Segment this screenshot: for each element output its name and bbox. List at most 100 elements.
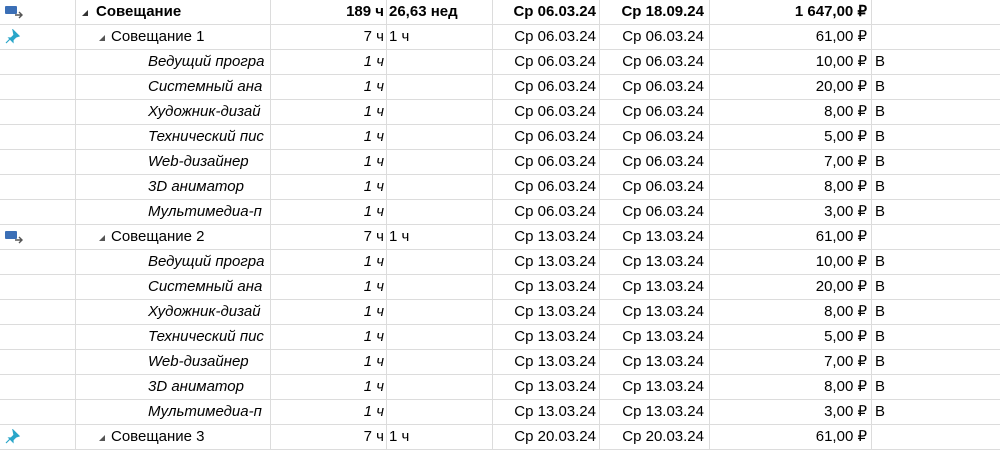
start-cell[interactable]: Ср 13.03.24: [493, 400, 600, 424]
finish-cell[interactable]: Ср 13.03.24: [600, 400, 710, 424]
collapse-triangle-icon[interactable]: [99, 435, 105, 441]
duration-cell[interactable]: 1 ч: [386, 225, 493, 249]
duration-cell[interactable]: [386, 175, 493, 199]
start-cell[interactable]: Ср 13.03.24: [493, 350, 600, 374]
start-cell[interactable]: Ср 06.03.24: [493, 0, 600, 24]
task-name-cell[interactable]: Системный ана: [76, 75, 271, 99]
cost-cell[interactable]: 5,00 ₽: [710, 325, 871, 349]
details-cell[interactable]: В: [871, 50, 1000, 74]
duration-cell[interactable]: [386, 275, 493, 299]
start-cell[interactable]: Ср 13.03.24: [493, 225, 600, 249]
finish-cell[interactable]: Ср 06.03.24: [600, 75, 710, 99]
cost-cell[interactable]: 61,00 ₽: [710, 25, 871, 49]
details-cell[interactable]: [871, 25, 1000, 49]
task-row[interactable]: Совещание 2 7 ч 1 ч Ср 13.03.24 Ср 13.03.24 6…: [0, 225, 1000, 250]
details-cell[interactable]: [871, 0, 1000, 24]
finish-cell[interactable]: Ср 18.09.24: [600, 0, 710, 24]
resource-row[interactable]: Технический пис 1 ч Ср 06.03.24 Ср 06.03.24…: [0, 125, 1000, 150]
resource-row[interactable]: Художник-дизай 1 ч Ср 13.03.24 Ср 13.03.24 8…: [0, 300, 1000, 325]
task-name-cell[interactable]: Совещание 1: [76, 25, 271, 49]
collapse-triangle-icon[interactable]: [99, 35, 105, 41]
resource-row[interactable]: Технический пис 1 ч Ср 13.03.24 Ср 13.03.24…: [0, 325, 1000, 350]
duration-cell[interactable]: [386, 400, 493, 424]
finish-cell[interactable]: Ср 13.03.24: [600, 375, 710, 399]
task-name-cell[interactable]: Совещание: [76, 0, 271, 24]
work-cell[interactable]: 1 ч: [271, 125, 386, 149]
task-name-cell[interactable]: Художник-дизай: [76, 300, 271, 324]
work-cell[interactable]: 189 ч: [271, 0, 386, 24]
duration-cell[interactable]: [386, 375, 493, 399]
task-name-cell[interactable]: 3D аниматор: [76, 375, 271, 399]
task-name-cell[interactable]: 3D аниматор: [76, 175, 271, 199]
duration-cell[interactable]: 1 ч: [386, 25, 493, 49]
details-cell[interactable]: В: [871, 250, 1000, 274]
cost-cell[interactable]: 5,00 ₽: [710, 125, 871, 149]
start-cell[interactable]: Ср 06.03.24: [493, 175, 600, 199]
resource-row[interactable]: Мультимедиа-п 1 ч Ср 13.03.24 Ср 13.03.24 3,…: [0, 400, 1000, 425]
start-cell[interactable]: Ср 06.03.24: [493, 150, 600, 174]
cost-cell[interactable]: 1 647,00 ₽: [710, 0, 871, 24]
work-cell[interactable]: 7 ч: [271, 425, 386, 449]
resource-row[interactable]: Web-дизайнер 1 ч Ср 06.03.24 Ср 06.03.24 7,0…: [0, 150, 1000, 175]
cost-cell[interactable]: 8,00 ₽: [710, 100, 871, 124]
task-name-cell[interactable]: Системный ана: [76, 275, 271, 299]
duration-cell[interactable]: [386, 325, 493, 349]
cost-cell[interactable]: 20,00 ₽: [710, 275, 871, 299]
task-name-cell[interactable]: Ведущий програ: [76, 50, 271, 74]
details-cell[interactable]: В: [871, 75, 1000, 99]
start-cell[interactable]: Ср 06.03.24: [493, 100, 600, 124]
details-cell[interactable]: [871, 225, 1000, 249]
task-name-cell[interactable]: Совещание 3: [76, 425, 271, 449]
details-cell[interactable]: В: [871, 200, 1000, 224]
resource-row[interactable]: Web-дизайнер 1 ч Ср 13.03.24 Ср 13.03.24 7,0…: [0, 350, 1000, 375]
work-cell[interactable]: 1 ч: [271, 300, 386, 324]
collapse-triangle-icon[interactable]: [82, 10, 88, 16]
work-cell[interactable]: 7 ч: [271, 25, 386, 49]
finish-cell[interactable]: Ср 13.03.24: [600, 250, 710, 274]
resource-row[interactable]: Системный ана 1 ч Ср 13.03.24 Ср 13.03.24 20…: [0, 275, 1000, 300]
start-cell[interactable]: Ср 06.03.24: [493, 125, 600, 149]
summary-task-row[interactable]: Совещание 189 ч 26,63 нед Ср 06.03.24 Ср 18.…: [0, 0, 1000, 25]
resource-row[interactable]: Художник-дизай 1 ч Ср 06.03.24 Ср 06.03.24 8…: [0, 100, 1000, 125]
cost-cell[interactable]: 61,00 ₽: [710, 425, 871, 449]
cost-cell[interactable]: 7,00 ₽: [710, 150, 871, 174]
work-cell[interactable]: 1 ч: [271, 75, 386, 99]
finish-cell[interactable]: Ср 06.03.24: [600, 200, 710, 224]
resource-row[interactable]: Мультимедиа-п 1 ч Ср 06.03.24 Ср 06.03.24 3,…: [0, 200, 1000, 225]
start-cell[interactable]: Ср 13.03.24: [493, 300, 600, 324]
details-cell[interactable]: В: [871, 175, 1000, 199]
work-cell[interactable]: 1 ч: [271, 200, 386, 224]
work-cell[interactable]: 1 ч: [271, 325, 386, 349]
start-cell[interactable]: Ср 13.03.24: [493, 275, 600, 299]
details-cell[interactable]: В: [871, 125, 1000, 149]
resource-row[interactable]: Ведущий програ 1 ч Ср 13.03.24 Ср 13.03.24 1…: [0, 250, 1000, 275]
finish-cell[interactable]: Ср 06.03.24: [600, 175, 710, 199]
duration-cell[interactable]: [386, 125, 493, 149]
start-cell[interactable]: Ср 06.03.24: [493, 50, 600, 74]
finish-cell[interactable]: Ср 06.03.24: [600, 100, 710, 124]
work-cell[interactable]: 1 ч: [271, 175, 386, 199]
duration-cell[interactable]: [386, 50, 493, 74]
cost-cell[interactable]: 10,00 ₽: [710, 250, 871, 274]
duration-cell[interactable]: 26,63 нед: [386, 0, 493, 24]
duration-cell[interactable]: [386, 200, 493, 224]
task-name-cell[interactable]: Web-дизайнер: [76, 150, 271, 174]
details-cell[interactable]: В: [871, 400, 1000, 424]
start-cell[interactable]: Ср 20.03.24: [493, 425, 600, 449]
work-cell[interactable]: 7 ч: [271, 225, 386, 249]
cost-cell[interactable]: 61,00 ₽: [710, 225, 871, 249]
details-cell[interactable]: В: [871, 375, 1000, 399]
finish-cell[interactable]: Ср 13.03.24: [600, 275, 710, 299]
start-cell[interactable]: Ср 13.03.24: [493, 325, 600, 349]
cost-cell[interactable]: 3,00 ₽: [710, 200, 871, 224]
finish-cell[interactable]: Ср 06.03.24: [600, 150, 710, 174]
details-cell[interactable]: В: [871, 350, 1000, 374]
details-cell[interactable]: В: [871, 150, 1000, 174]
resource-row[interactable]: Ведущий програ 1 ч Ср 06.03.24 Ср 06.03.24 1…: [0, 50, 1000, 75]
duration-cell[interactable]: [386, 75, 493, 99]
finish-cell[interactable]: Ср 20.03.24: [600, 425, 710, 449]
task-name-cell[interactable]: Ведущий програ: [76, 250, 271, 274]
finish-cell[interactable]: Ср 13.03.24: [600, 325, 710, 349]
finish-cell[interactable]: Ср 13.03.24: [600, 225, 710, 249]
work-cell[interactable]: 1 ч: [271, 100, 386, 124]
